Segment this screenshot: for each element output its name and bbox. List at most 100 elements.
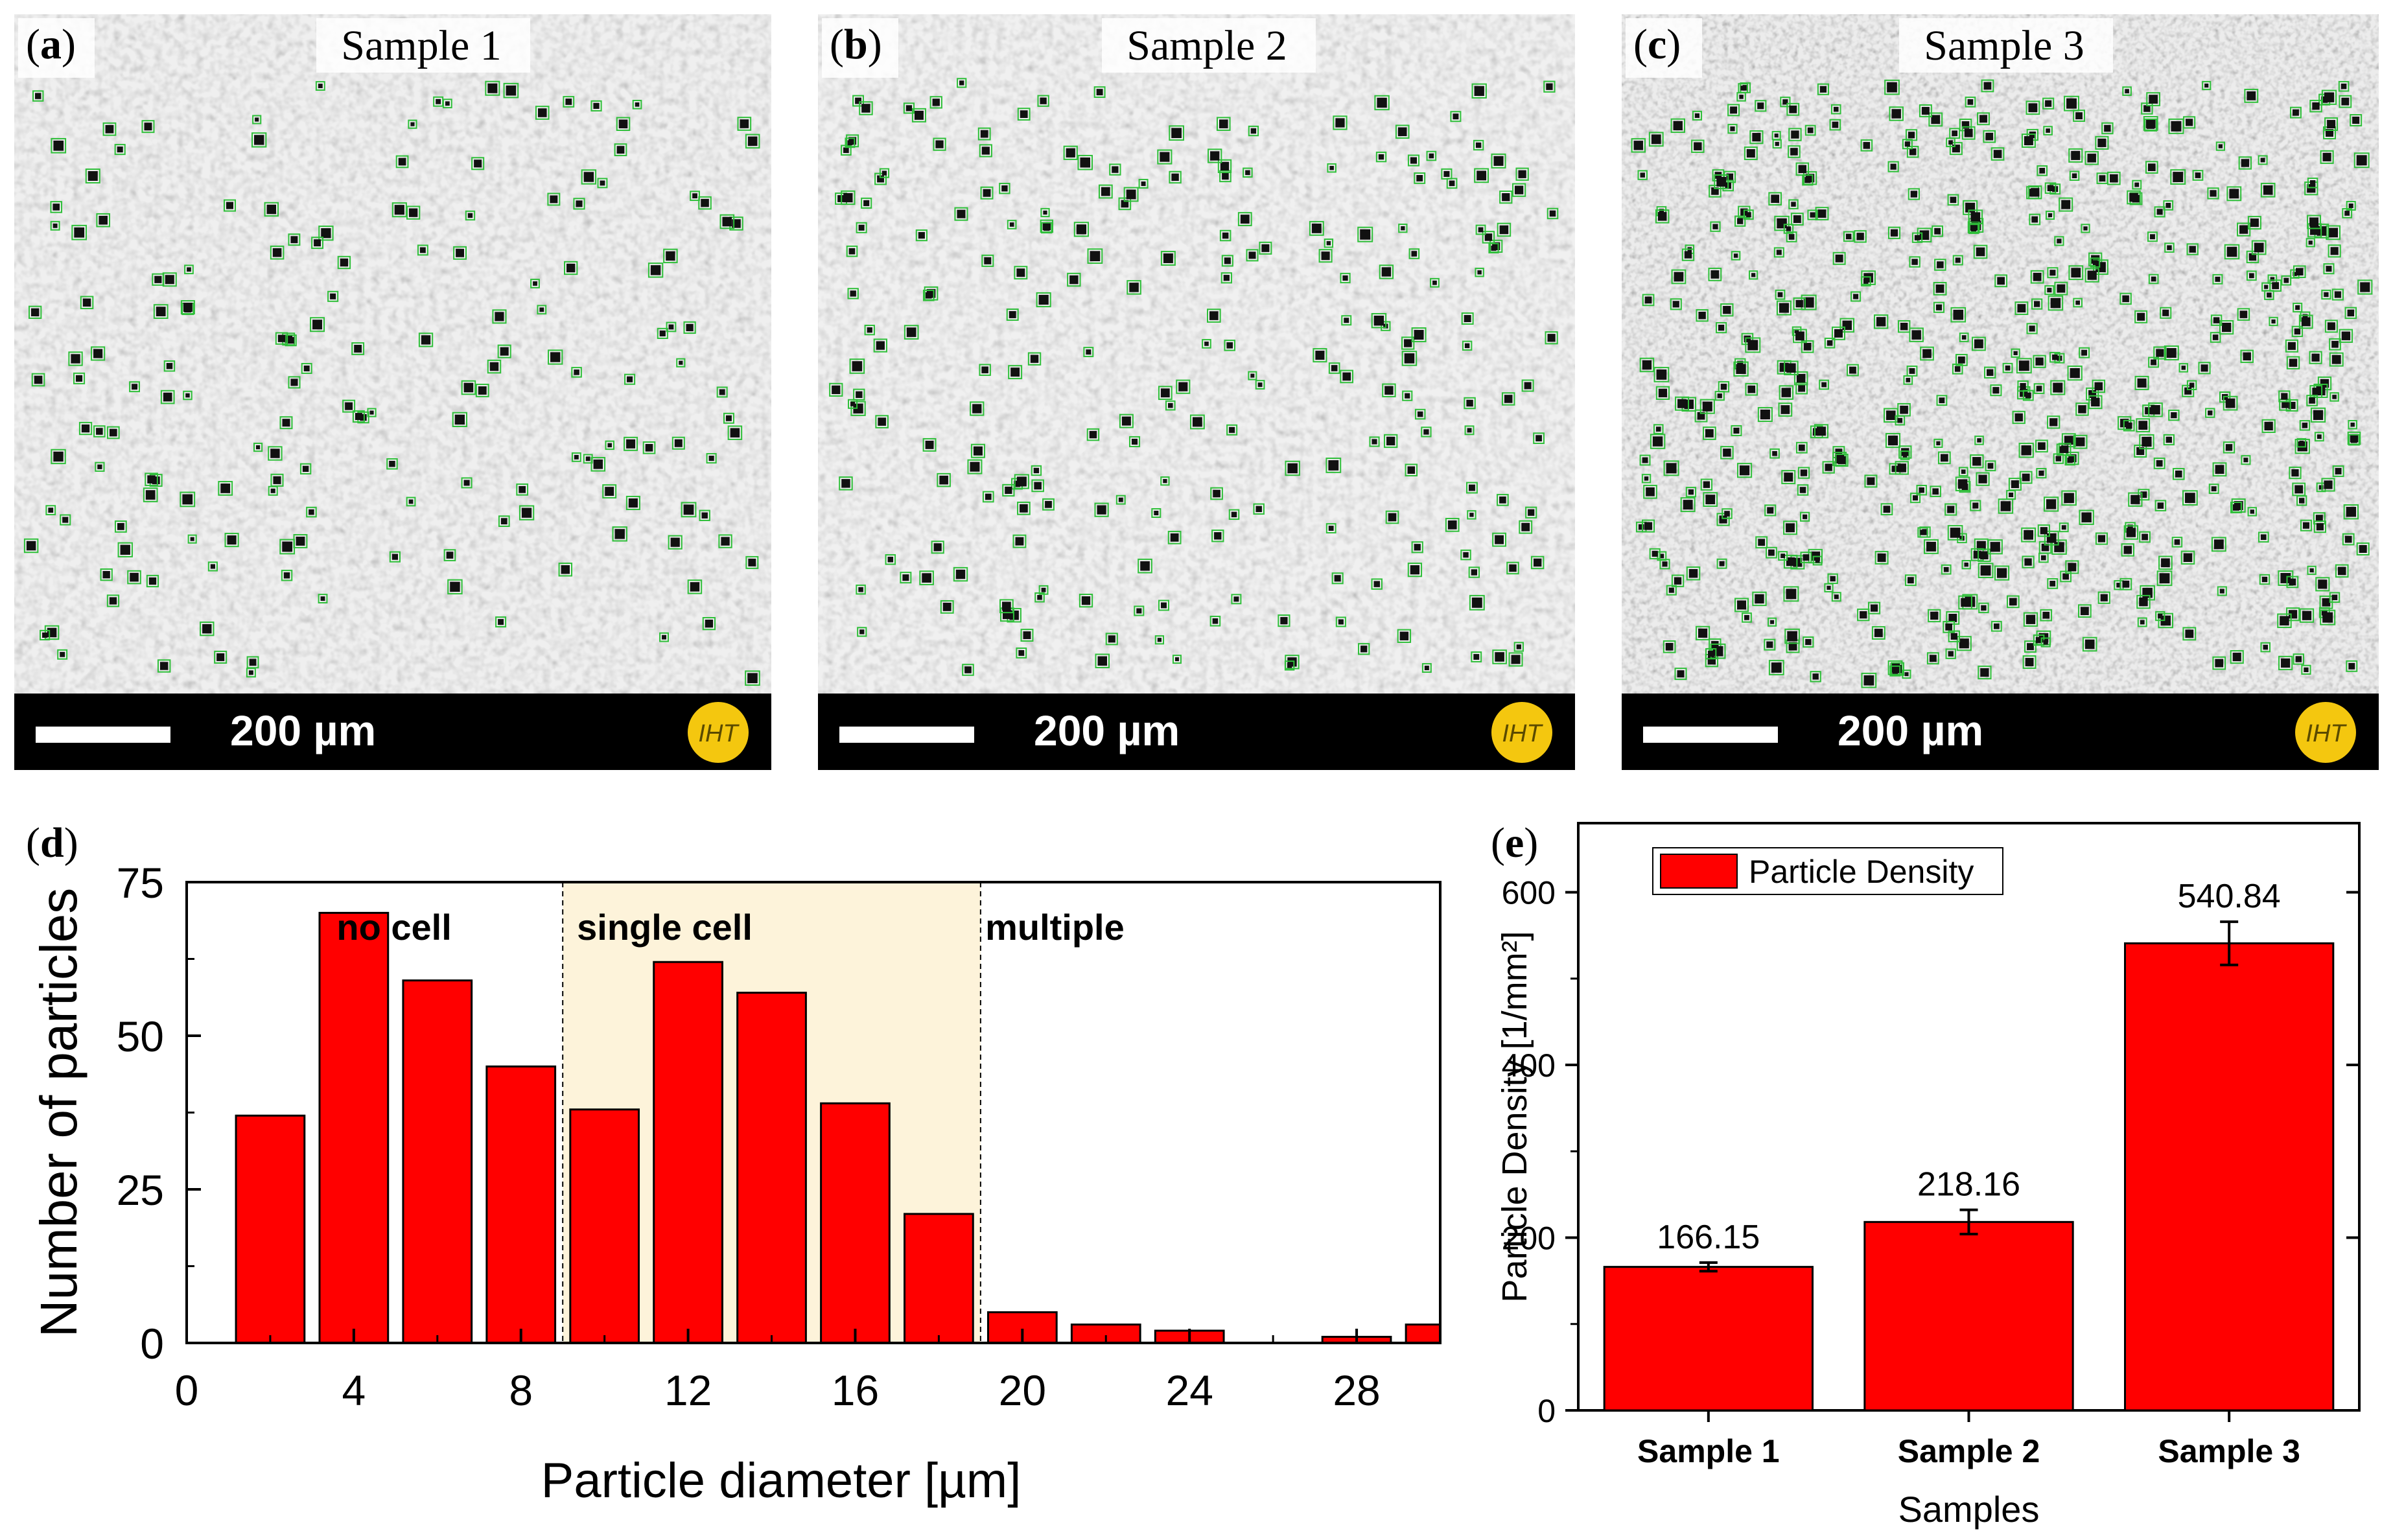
particle-dot — [1812, 428, 1821, 436]
detection-box — [982, 491, 994, 503]
detection-box — [288, 376, 301, 389]
detection-box — [2073, 110, 2085, 122]
particle-dot — [2166, 348, 2177, 358]
particle-dot — [852, 361, 863, 371]
detection-box — [1309, 220, 1324, 236]
particle-dot — [1170, 533, 1179, 542]
particle-dot — [2081, 607, 2089, 616]
detection-box — [1691, 139, 1705, 153]
detection-box — [1895, 461, 1909, 475]
particle-dot — [2075, 300, 2080, 305]
particle-dot — [1770, 620, 1775, 624]
particle-dot — [1972, 457, 1981, 466]
detection-box — [91, 346, 106, 361]
detection-box — [1512, 183, 1526, 197]
particle-dot — [876, 341, 885, 350]
detection-box — [28, 305, 42, 320]
detection-box — [1773, 247, 1784, 258]
detection-box — [2160, 307, 2172, 319]
particle-dot — [1990, 542, 2000, 552]
detection-box — [2028, 185, 2042, 200]
particle-dot — [674, 439, 683, 447]
detection-box — [2251, 240, 2267, 255]
particle-dot — [2293, 272, 2297, 276]
particle-dot — [1780, 405, 1790, 414]
particle-dot — [1694, 113, 1700, 118]
particle-dot — [1471, 569, 1478, 576]
detection-box — [1653, 424, 1664, 434]
detection-box — [1681, 248, 1695, 261]
particle-dot — [1141, 181, 1146, 186]
particle-dot — [1887, 82, 1897, 93]
detection-box — [2164, 345, 2179, 361]
particle-dot — [2017, 304, 2026, 313]
particle-dot — [2271, 319, 2276, 324]
particle-dot — [48, 508, 54, 513]
particle-dot — [2039, 168, 2046, 174]
particle-dot — [1964, 128, 1973, 137]
y-tick-label: 75 — [117, 859, 164, 907]
detection-box — [1734, 215, 1746, 227]
detection-box — [1211, 530, 1224, 542]
particle-dot — [1178, 382, 1188, 391]
particle-dot — [701, 512, 708, 519]
particle-dot — [2143, 105, 2151, 112]
particle-dot — [2281, 393, 2288, 400]
particle-dot — [506, 85, 517, 96]
particle-dot — [410, 122, 415, 126]
particle-dot — [1210, 151, 1220, 161]
particle-dot — [489, 362, 499, 371]
particle-dot — [1974, 339, 1983, 349]
detection-box — [1731, 425, 1742, 436]
particle-dot — [1328, 460, 1339, 471]
particle-dot — [74, 227, 85, 238]
particle-dot — [1993, 150, 2002, 158]
detection-box — [1631, 138, 1646, 153]
particle-dot — [1784, 472, 1793, 482]
particle-dot — [2350, 422, 2355, 427]
particle-dot — [848, 248, 856, 255]
detection-box — [929, 96, 942, 109]
particle-dot — [2087, 270, 2097, 280]
detection-box — [2050, 380, 2066, 395]
detection-box — [1714, 391, 1725, 401]
detection-box — [829, 382, 843, 397]
detection-box — [1042, 498, 1055, 511]
particle-dot — [1798, 165, 1807, 174]
detection-box — [1017, 501, 1031, 515]
particle-dot — [2097, 138, 2107, 147]
detection-box — [57, 649, 68, 660]
detection-box — [1822, 461, 1835, 474]
particle-dot — [1373, 581, 1380, 587]
particle-dot — [1521, 522, 1530, 531]
particle-dot — [2162, 309, 2169, 316]
particle-dot — [2139, 597, 2148, 607]
histogram-bar — [318, 911, 390, 1344]
detection-box — [663, 248, 678, 264]
detection-box — [1492, 532, 1506, 547]
detection-box — [1123, 187, 1139, 202]
particle-dot — [1665, 642, 1674, 651]
particle-dot — [747, 136, 758, 146]
detection-box — [1519, 520, 1533, 534]
particle-dot — [1328, 526, 1334, 531]
detection-box — [1793, 297, 1806, 310]
detection-box — [2101, 122, 2114, 135]
particle-dot — [2150, 234, 2155, 240]
particle-dot — [1020, 110, 1028, 119]
detection-box — [1958, 595, 1972, 610]
detection-box — [1407, 154, 1420, 167]
particle-dot — [1771, 662, 1782, 673]
particle-dot — [109, 597, 117, 605]
particle-dot — [1978, 474, 1987, 484]
detection-box — [1755, 536, 1768, 549]
detection-box — [2121, 543, 2134, 557]
particle-dot — [2189, 246, 2196, 253]
particle-dot — [1772, 450, 1777, 456]
particle-dot — [2031, 216, 2038, 223]
particle-dot — [1688, 489, 1694, 495]
particle-dot — [1399, 631, 1409, 640]
detection-box — [391, 202, 407, 218]
detection-box — [1482, 231, 1495, 244]
particle-dot — [2038, 470, 2044, 476]
